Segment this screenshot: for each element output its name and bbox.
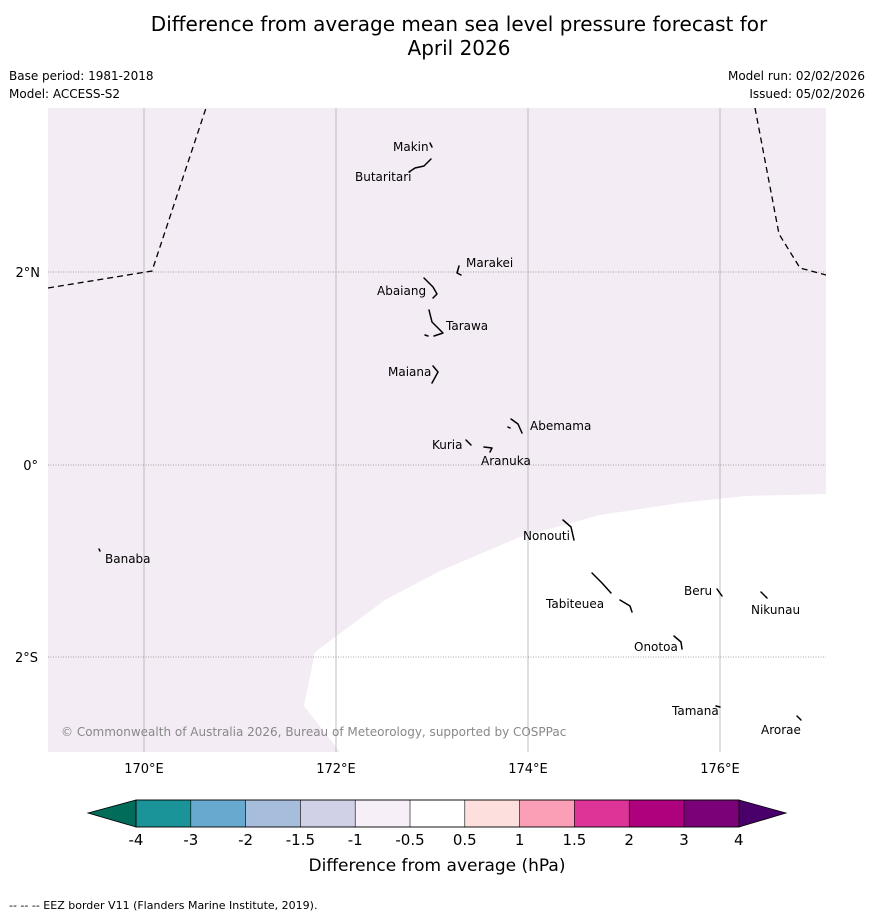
island-shape-beru: [716, 588, 723, 597]
island-label-marakei: Marakei: [466, 256, 513, 270]
island-shape-marakei: [456, 265, 462, 276]
colorbar-segment: [464, 799, 521, 828]
pressure-field: [48, 108, 826, 752]
meta-right: Model run: 02/02/2026 Issued: 05/02/2026: [728, 67, 865, 103]
island-label-maiana: Maiana: [388, 365, 431, 379]
island-coastlines: [98, 142, 802, 721]
colorbar-tick-label: -0.5: [395, 831, 424, 849]
colorbar-tick-label: 3: [679, 831, 689, 849]
island-label-nikunau: Nikunau: [751, 603, 800, 617]
island-label-onotoa: Onotoa: [634, 640, 678, 654]
island-shape-tabiteuea: [591, 572, 633, 613]
island-shape-abaiang: [423, 277, 438, 299]
colorbar-tick-label: 1.5: [562, 831, 586, 849]
island-label-tabiteuea: Tabiteuea: [545, 597, 604, 611]
colorbar-segment: [628, 799, 685, 828]
attribution-text: © Commonwealth of Australia 2026, Bureau…: [61, 725, 566, 739]
island-shape-onotoa: [673, 635, 683, 650]
colorbar-tick-label: 2: [624, 831, 634, 849]
island-shape-maiana: [431, 365, 439, 384]
colorbar-extend-low: [86, 799, 137, 828]
island-label-nonouti: Nonouti: [523, 529, 570, 543]
island-shape-arorae: [796, 715, 802, 721]
island-shape-tamana: [715, 705, 721, 708]
colorbar-tick-labels: -4 -3 -2 -1.5 -1 -0.5 0.5 1 1.5 2 3 4: [129, 831, 744, 849]
colorbar-tick-label: -3: [183, 831, 198, 849]
longitude-labels: 170°E 172°E 174°E 176°E: [124, 762, 740, 777]
lon-label: 172°E: [316, 762, 356, 777]
title-line-2: April 2026: [407, 36, 511, 60]
colorbar-tick-label: -2: [238, 831, 253, 849]
island-label-tamana: Tamana: [671, 704, 719, 718]
model-run: Model run: 02/02/2026: [727, 69, 865, 83]
colorbar-segment: [354, 799, 411, 828]
colorbar-segment: [519, 799, 575, 828]
island-shape-kuria: [465, 439, 472, 446]
island-labels: Makin Butaritari Marakei Abaiang Tarawa …: [105, 140, 801, 737]
island-label-beru: Beru: [684, 584, 712, 598]
lon-label: 170°E: [124, 762, 164, 777]
colorbar-segment: [574, 799, 630, 828]
island-shape-abemama: [507, 418, 523, 434]
colorbar-segment: [300, 799, 356, 828]
map: Makin Butaritari Marakei Abaiang Tarawa …: [15, 108, 826, 777]
island-label-butaritari: Butaritari: [355, 170, 412, 184]
island-shape-nonouti: [562, 519, 575, 541]
eez-border-east: [754, 108, 826, 276]
island-shape-butaritari: [408, 158, 432, 173]
colorbar-label: Difference from average (hPa): [309, 856, 566, 876]
island-label-abaiang: Abaiang: [377, 284, 426, 298]
eez-border: [48, 108, 826, 289]
lat-label: 2°N: [16, 266, 41, 281]
colorbar-tick-label: -1.5: [286, 831, 315, 849]
colorbar-tick-label: 1: [515, 831, 525, 849]
base-period: Base period: 1981-2018: [9, 69, 154, 83]
colorbar-segment: [683, 799, 740, 828]
colorbar-segment: [135, 799, 192, 828]
latitude-labels: 2°N 0° 2°S: [15, 266, 40, 666]
island-label-makin: Makin: [393, 140, 429, 154]
island-shape-banaba: [98, 548, 101, 552]
island-shape-nikunau: [760, 591, 768, 599]
lat-label: 2°S: [15, 651, 38, 666]
lon-label: 176°E: [700, 762, 740, 777]
colorbar-tick-label: -4: [129, 831, 144, 849]
colorbar-tick-label: -1: [348, 831, 363, 849]
colorbar-tick-label: 4: [734, 831, 744, 849]
model-name: Model: ACCESS-S2: [9, 87, 121, 101]
colorbar-tick-label: 0.5: [453, 831, 477, 849]
parallels: [48, 271, 826, 658]
island-label-aranuka: Aranuka: [481, 454, 531, 468]
island-shape-makin: [429, 142, 433, 148]
title-line-1: Difference from average mean sea level p…: [150, 12, 768, 36]
colorbar-segment: [245, 799, 302, 828]
colorbar-extend-high: [738, 799, 788, 828]
eez-border-west: [48, 108, 207, 289]
meta-left: Base period: 1981-2018 Model: ACCESS-S2: [9, 67, 154, 103]
lat-label: 0°: [23, 459, 38, 474]
graticule: [143, 108, 721, 752]
colorbar-segment: [190, 799, 247, 828]
page-title: Difference from average mean sea level p…: [0, 12, 873, 60]
island-label-kuria: Kuria: [432, 438, 463, 452]
island-label-tarawa: Tarawa: [445, 319, 488, 333]
island-shape-aranuka: [483, 446, 493, 453]
island-label-abemama: Abemama: [530, 419, 591, 433]
island-shape-tarawa: [424, 309, 444, 337]
island-label-banaba: Banaba: [105, 552, 151, 566]
legend-eez-border: -- -- -- EEZ border V11 (Flanders Marine…: [9, 899, 318, 912]
colorbar-segments: [135, 799, 740, 828]
lon-label: 174°E: [508, 762, 548, 777]
colorbar-frame: [135, 799, 740, 828]
island-label-arorae: Arorae: [761, 723, 801, 737]
colorbar-segment: [409, 799, 466, 828]
issued-date: Issued: 05/02/2026: [749, 87, 865, 101]
